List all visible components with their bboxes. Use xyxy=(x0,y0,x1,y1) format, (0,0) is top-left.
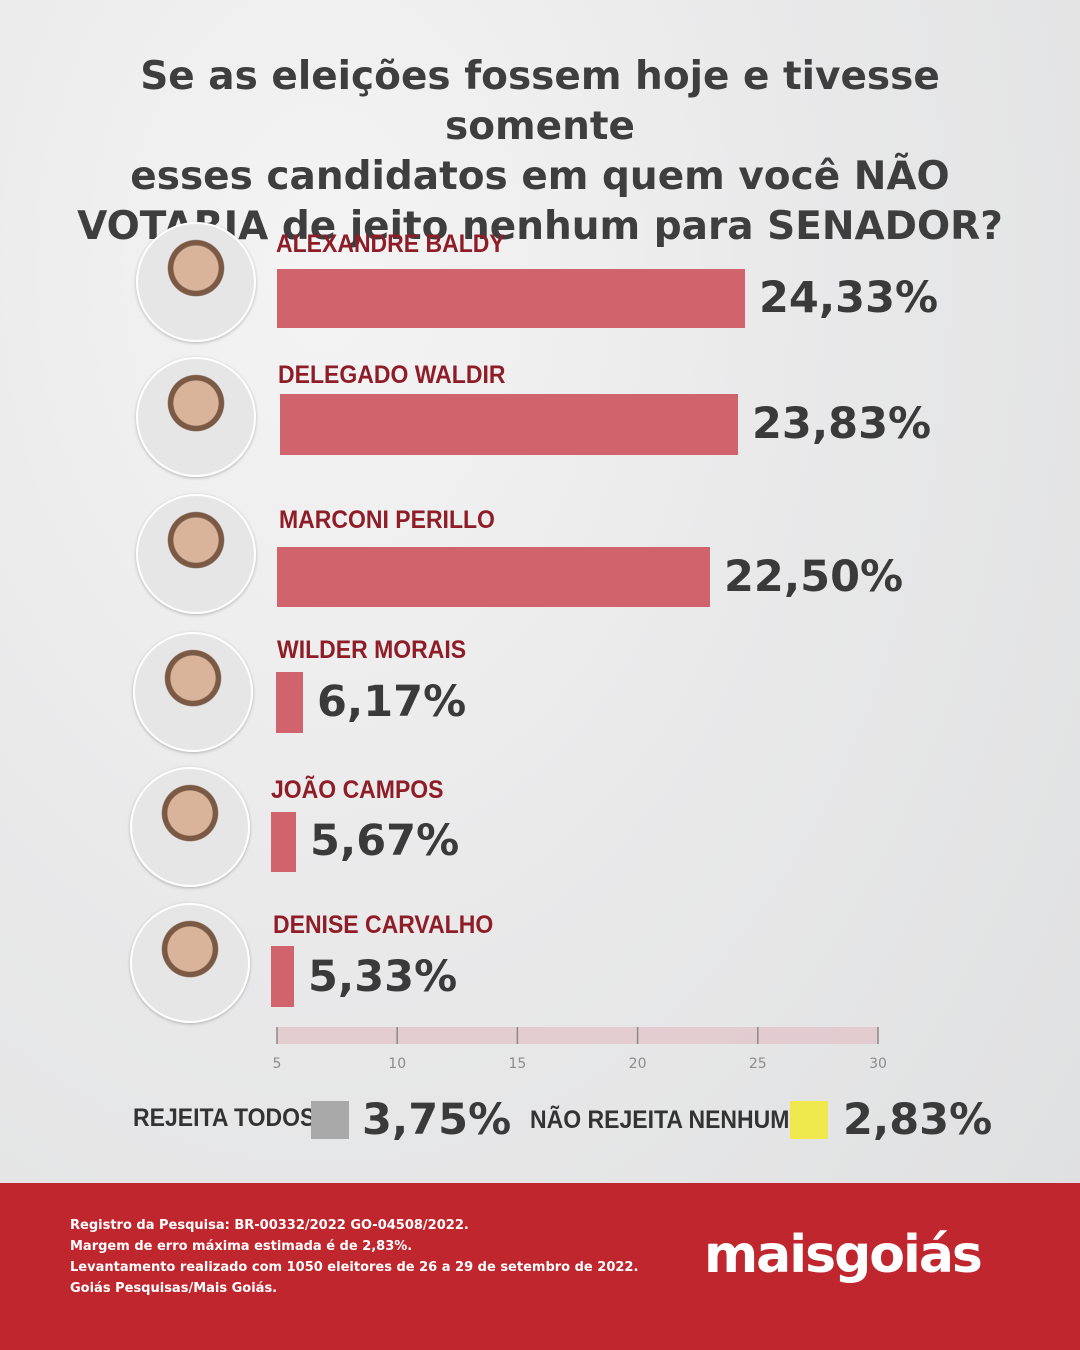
x-tick-label: 5 xyxy=(273,1056,282,1072)
candidate-name: DENISE CARVALHO xyxy=(273,911,494,939)
extra-label: NÃO REJEITA NENHUM xyxy=(530,1106,790,1134)
candidate-name: JOÃO CAMPOS xyxy=(271,776,444,804)
x-tick-label: 20 xyxy=(629,1056,647,1072)
extra-value: 2,83% xyxy=(843,1095,993,1145)
title-line-1: Se as eleições fossem hoje e tivesse som… xyxy=(140,54,940,149)
value-label: 22,50% xyxy=(724,552,904,602)
logo-text-goias: goiás xyxy=(834,1225,983,1285)
bar xyxy=(277,269,745,328)
value-label: 24,33% xyxy=(759,273,939,323)
note-line: Registro da Pesquisa: BR-00332/2022 GO-0… xyxy=(70,1218,469,1233)
x-tick-label: 30 xyxy=(869,1056,887,1072)
candidate-name: MARCONI PERILLO xyxy=(279,506,495,534)
extra-value: 3,75% xyxy=(362,1095,512,1145)
x-axis: 5 10 15 20 25 30 xyxy=(273,1027,887,1072)
title-line-2: esses candidatos em quem você NÃO xyxy=(130,154,950,199)
note-line: Levantamento realizado com 1050 eleitore… xyxy=(70,1260,639,1275)
survey-notes: Registro da Pesquisa: BR-00332/2022 GO-0… xyxy=(70,1215,638,1299)
candidate-name: WILDER MORAIS xyxy=(277,636,467,664)
bar xyxy=(280,394,738,455)
value-label: 5,33% xyxy=(308,952,458,1002)
candidate-photo xyxy=(136,357,256,477)
value-label: 6,17% xyxy=(317,677,467,727)
x-tick-label: 10 xyxy=(388,1056,406,1072)
extra-label: REJEITA TODOS xyxy=(133,1104,316,1132)
x-tick-label: 25 xyxy=(749,1056,767,1072)
logo-text-mais: mais xyxy=(704,1225,836,1285)
candidate-name: ALEXANDRE BALDY xyxy=(276,230,505,258)
note-line: Margem de erro máxima estimada é de 2,83… xyxy=(70,1239,413,1254)
candidate-name: DELEGADO WALDIR xyxy=(278,361,506,389)
note-line: Goiás Pesquisas/Mais Goiás. xyxy=(70,1281,278,1296)
x-tick-label: 15 xyxy=(508,1056,526,1072)
bar xyxy=(277,547,710,607)
candidate-photo xyxy=(130,903,250,1023)
value-label: 5,67% xyxy=(310,816,460,866)
value-label: 23,83% xyxy=(752,399,932,449)
mais-goias-logo: maisgoiás xyxy=(704,1225,983,1285)
yellow-swatch xyxy=(790,1101,828,1139)
candidate-photo xyxy=(133,632,253,752)
candidate-photo xyxy=(136,222,256,342)
bar xyxy=(271,946,294,1007)
footer: Registro da Pesquisa: BR-00332/2022 GO-0… xyxy=(0,1183,1080,1350)
bar xyxy=(276,672,303,733)
candidate-photo xyxy=(130,767,250,887)
gray-swatch xyxy=(311,1101,349,1139)
candidate-photo xyxy=(136,494,256,614)
axis-band xyxy=(277,1027,878,1044)
bar xyxy=(271,812,296,872)
